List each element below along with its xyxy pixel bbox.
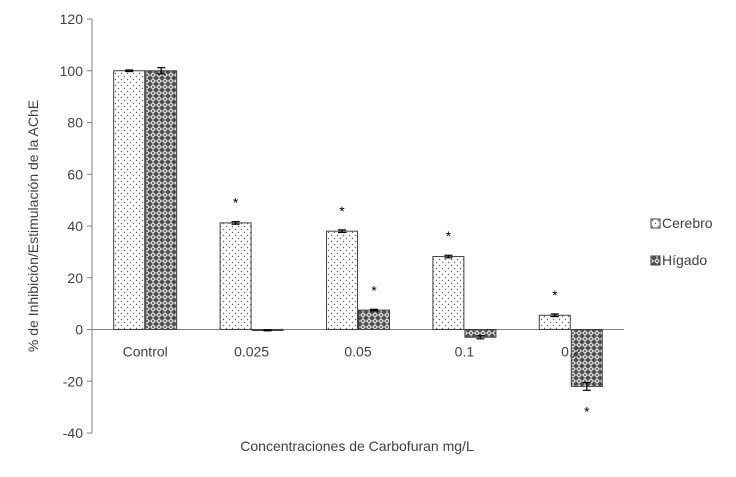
x-tick-label: 0.2 (561, 344, 581, 360)
legend-swatch-higado (650, 255, 661, 266)
significance-marker-cerebro-3: * (446, 228, 452, 244)
y-tick-label: -20 (63, 373, 83, 389)
bar-higado-4 (570, 329, 603, 387)
bar-cerebro-0 (113, 70, 146, 330)
legend: Cerebro Hígado (650, 215, 713, 268)
legend-label-cerebro: Cerebro (662, 215, 713, 231)
bar-higado-2 (358, 309, 390, 330)
bar-cerebro-1 (219, 222, 252, 331)
labels-layer: Control * 0.025 * * 0.05 * 0.1 * * 0.2 (123, 195, 590, 420)
significance-marker-higado-4: * (584, 403, 590, 419)
x-tick-label: Control (123, 344, 168, 360)
significance-marker-cerebro-2: * (339, 203, 345, 219)
legend-label-higado: Hígado (662, 252, 707, 268)
x-axis-title: Concentraciones de Carbofuran mg/L (240, 438, 474, 454)
y-tick-label: 20 (67, 270, 83, 286)
y-tick-label: 40 (67, 218, 83, 234)
y-tick-label: 120 (60, 11, 84, 27)
x-tick-label: 0.05 (344, 344, 371, 360)
y-tick-label: -40 (63, 425, 83, 441)
x-tick-label: 0.025 (234, 344, 269, 360)
bars-layer (113, 67, 603, 391)
significance-marker-cerebro-1: * (233, 195, 239, 211)
y-tick-label: 80 (67, 115, 83, 131)
x-tick-label: 0.1 (455, 344, 475, 360)
bar-higado-0 (145, 70, 178, 330)
y-axis-title: % de Inhibición/Estimulación de la AChE (25, 100, 41, 352)
significance-marker-cerebro-4: * (552, 287, 558, 303)
y-tick-label: 0 (75, 322, 83, 338)
bar-cerebro-3 (432, 256, 465, 330)
bar-cerebro-4 (538, 314, 571, 330)
y-tick-label: 100 (60, 63, 84, 79)
significance-marker-higado-2: * (371, 282, 377, 298)
bar-cerebro-2 (326, 230, 358, 330)
legend-swatch-cerebro (650, 218, 661, 229)
y-tick-label: 60 (67, 166, 83, 182)
